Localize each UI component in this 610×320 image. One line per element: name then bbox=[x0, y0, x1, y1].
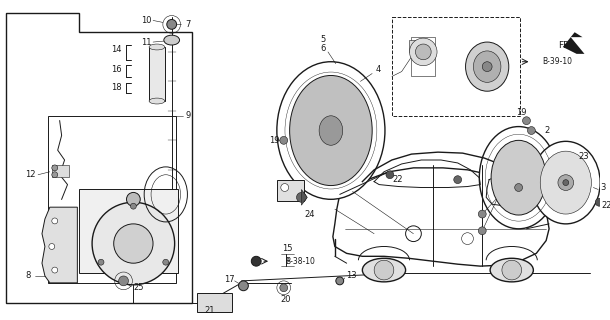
Ellipse shape bbox=[491, 140, 546, 215]
Circle shape bbox=[386, 171, 394, 179]
Text: 24: 24 bbox=[304, 210, 315, 219]
Circle shape bbox=[454, 176, 462, 184]
Circle shape bbox=[52, 218, 58, 224]
Bar bbox=[392, 18, 520, 116]
Bar bbox=[79, 189, 178, 273]
Bar bbox=[118, 237, 140, 254]
Circle shape bbox=[280, 284, 288, 292]
Bar bbox=[48, 116, 176, 283]
Polygon shape bbox=[563, 32, 584, 54]
Ellipse shape bbox=[473, 51, 501, 82]
Text: 23: 23 bbox=[578, 152, 589, 161]
Polygon shape bbox=[333, 168, 549, 266]
Circle shape bbox=[52, 172, 58, 178]
Ellipse shape bbox=[362, 258, 406, 282]
Text: 12: 12 bbox=[25, 170, 35, 179]
Bar bbox=[197, 293, 232, 312]
Circle shape bbox=[239, 281, 248, 291]
Circle shape bbox=[280, 136, 288, 144]
Circle shape bbox=[92, 202, 174, 285]
Text: 10: 10 bbox=[141, 16, 151, 25]
Text: 1: 1 bbox=[286, 258, 289, 263]
Polygon shape bbox=[301, 189, 307, 205]
Text: 8: 8 bbox=[26, 271, 31, 280]
Ellipse shape bbox=[531, 141, 600, 224]
Text: 22: 22 bbox=[392, 175, 403, 184]
Text: 19: 19 bbox=[516, 108, 527, 117]
Circle shape bbox=[336, 277, 343, 285]
Text: 20: 20 bbox=[281, 295, 291, 304]
Text: B-38-10: B-38-10 bbox=[285, 257, 315, 266]
Ellipse shape bbox=[290, 76, 372, 186]
Text: 3: 3 bbox=[600, 183, 606, 192]
Text: 13: 13 bbox=[346, 271, 357, 280]
Circle shape bbox=[118, 276, 129, 286]
Circle shape bbox=[595, 198, 603, 206]
Text: 17: 17 bbox=[224, 276, 235, 284]
Text: 2: 2 bbox=[545, 126, 550, 135]
Circle shape bbox=[126, 192, 140, 206]
Circle shape bbox=[502, 260, 522, 280]
Circle shape bbox=[515, 184, 523, 191]
Ellipse shape bbox=[149, 44, 165, 50]
Ellipse shape bbox=[490, 258, 533, 282]
Circle shape bbox=[374, 260, 394, 280]
Text: 14: 14 bbox=[112, 45, 122, 54]
Bar bbox=[409, 40, 417, 52]
Ellipse shape bbox=[149, 98, 165, 104]
Bar bbox=[149, 47, 165, 101]
Text: B-39-10: B-39-10 bbox=[542, 57, 572, 66]
Circle shape bbox=[563, 180, 569, 186]
Circle shape bbox=[163, 259, 168, 265]
Text: 25: 25 bbox=[133, 283, 143, 292]
Ellipse shape bbox=[277, 62, 385, 199]
Circle shape bbox=[49, 244, 55, 249]
Ellipse shape bbox=[540, 151, 591, 214]
Polygon shape bbox=[42, 207, 77, 283]
Ellipse shape bbox=[164, 35, 179, 45]
Text: 19: 19 bbox=[268, 136, 279, 145]
Text: 7: 7 bbox=[185, 20, 191, 29]
Text: 15: 15 bbox=[282, 244, 293, 253]
Text: 6: 6 bbox=[320, 44, 326, 53]
Circle shape bbox=[167, 20, 177, 29]
Circle shape bbox=[528, 127, 536, 134]
Circle shape bbox=[52, 165, 58, 171]
Bar bbox=[412, 37, 435, 76]
Circle shape bbox=[281, 184, 289, 191]
Circle shape bbox=[523, 117, 531, 124]
Circle shape bbox=[409, 38, 437, 66]
Text: 21: 21 bbox=[205, 306, 215, 315]
Circle shape bbox=[558, 175, 573, 190]
Ellipse shape bbox=[319, 116, 343, 145]
Ellipse shape bbox=[479, 127, 558, 229]
Text: 16: 16 bbox=[112, 65, 122, 74]
Circle shape bbox=[98, 259, 104, 265]
Circle shape bbox=[296, 192, 306, 202]
Bar bbox=[277, 180, 304, 201]
Text: 5: 5 bbox=[320, 35, 326, 44]
Text: FR.: FR. bbox=[558, 41, 572, 50]
Text: 22: 22 bbox=[602, 201, 610, 210]
Circle shape bbox=[251, 256, 261, 266]
Text: 11: 11 bbox=[141, 37, 151, 47]
Bar bbox=[52, 165, 70, 177]
Text: 9: 9 bbox=[186, 111, 191, 120]
Circle shape bbox=[131, 203, 136, 209]
Circle shape bbox=[415, 44, 431, 60]
Circle shape bbox=[483, 62, 492, 72]
Circle shape bbox=[478, 210, 486, 218]
Text: 4: 4 bbox=[376, 65, 381, 74]
Ellipse shape bbox=[465, 42, 509, 91]
Circle shape bbox=[113, 224, 153, 263]
Circle shape bbox=[478, 227, 486, 235]
Circle shape bbox=[52, 267, 58, 273]
Text: 18: 18 bbox=[112, 83, 122, 92]
